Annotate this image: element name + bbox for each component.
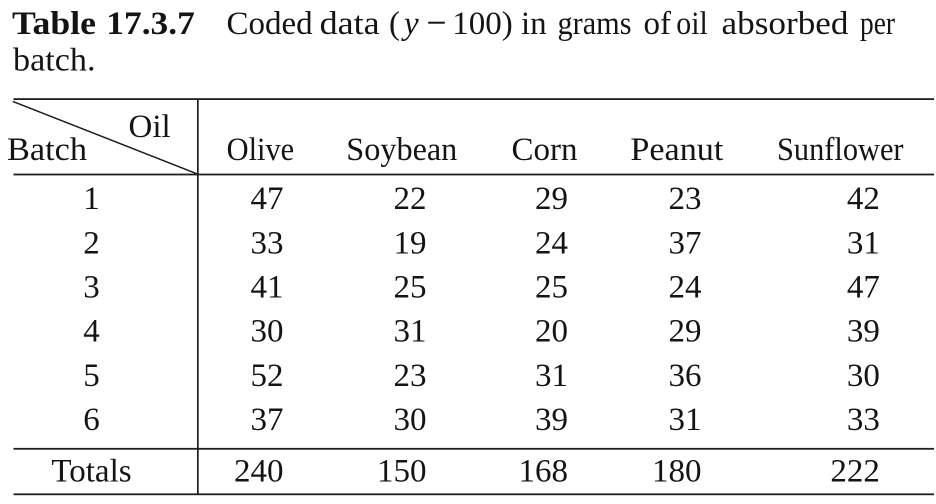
- svg-text:of: of: [644, 6, 672, 42]
- svg-text:5: 5: [83, 358, 100, 394]
- svg-text:180: 180: [652, 453, 702, 489]
- svg-text:in: in: [521, 6, 547, 42]
- svg-text:Olive: Olive: [227, 132, 295, 168]
- svg-text:52: 52: [251, 358, 284, 394]
- svg-text:36: 36: [669, 358, 702, 394]
- svg-text:y: y: [401, 6, 419, 42]
- svg-text:30: 30: [847, 358, 880, 394]
- svg-text:2: 2: [83, 225, 100, 261]
- svg-text:24: 24: [669, 270, 702, 306]
- svg-text:30: 30: [394, 402, 427, 438]
- svg-text:Peanut: Peanut: [630, 132, 723, 168]
- svg-text:41: 41: [251, 270, 284, 306]
- svg-text:Sunflower: Sunflower: [777, 132, 904, 168]
- svg-text:oil: oil: [676, 6, 708, 42]
- svg-text:30: 30: [251, 314, 284, 350]
- svg-text:Corn: Corn: [512, 132, 578, 168]
- svg-text:Totals: Totals: [51, 453, 131, 489]
- svg-text:batch.: batch.: [13, 42, 96, 78]
- svg-text:23: 23: [669, 181, 702, 217]
- svg-text:23: 23: [394, 358, 427, 394]
- svg-text:(: (: [389, 6, 400, 42]
- svg-text:47: 47: [847, 270, 880, 306]
- svg-text:24: 24: [535, 225, 568, 261]
- svg-text:grams: grams: [558, 6, 632, 42]
- svg-text:Batch: Batch: [7, 132, 88, 168]
- svg-text:100): 100): [452, 6, 513, 42]
- svg-text:19: 19: [394, 225, 427, 261]
- svg-text:222: 222: [830, 453, 880, 489]
- svg-text:per: per: [860, 6, 895, 42]
- svg-text:data: data: [320, 6, 380, 42]
- svg-text:31: 31: [394, 314, 427, 350]
- svg-text:20: 20: [535, 314, 568, 350]
- svg-text:42: 42: [847, 181, 880, 217]
- svg-text:17.3.7: 17.3.7: [106, 6, 195, 42]
- svg-text:3: 3: [83, 270, 100, 306]
- svg-text:Table: Table: [12, 6, 96, 42]
- svg-text:29: 29: [535, 181, 568, 217]
- svg-text:22: 22: [394, 181, 427, 217]
- svg-text:47: 47: [251, 181, 284, 217]
- svg-text:240: 240: [234, 453, 284, 489]
- svg-text:Soybean: Soybean: [346, 132, 457, 168]
- svg-text:25: 25: [394, 270, 427, 306]
- svg-text:33: 33: [251, 225, 284, 261]
- svg-text:4: 4: [83, 314, 100, 350]
- svg-text:1: 1: [83, 181, 100, 217]
- svg-text:33: 33: [847, 402, 880, 438]
- svg-text:25: 25: [535, 270, 568, 306]
- svg-text:31: 31: [669, 402, 702, 438]
- svg-text:Oil: Oil: [129, 109, 171, 145]
- svg-text:absorbed: absorbed: [722, 6, 850, 42]
- svg-text:150: 150: [377, 453, 427, 489]
- svg-text:Coded: Coded: [227, 6, 314, 42]
- svg-text:6: 6: [83, 402, 100, 438]
- svg-text:168: 168: [519, 453, 569, 489]
- svg-text:37: 37: [669, 225, 702, 261]
- svg-text:37: 37: [251, 402, 284, 438]
- svg-text:31: 31: [847, 225, 880, 261]
- svg-text:39: 39: [847, 314, 880, 350]
- svg-text:39: 39: [535, 402, 568, 438]
- svg-text:29: 29: [669, 314, 702, 350]
- svg-text:31: 31: [535, 358, 568, 394]
